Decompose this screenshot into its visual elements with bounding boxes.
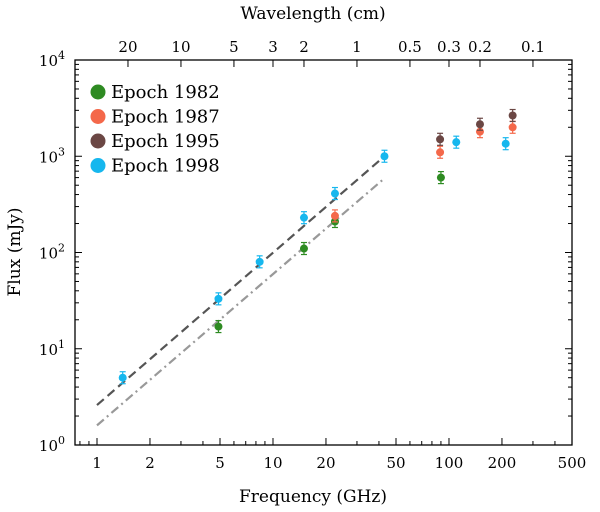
x-tick-label: 20 (316, 454, 335, 472)
top-tick-label: 3 (268, 38, 278, 56)
marker (214, 322, 223, 331)
x-tick-label: 200 (488, 454, 517, 472)
top-axis-title: Wavelength (cm) (240, 4, 385, 24)
point-epoch-1995 (436, 132, 445, 146)
top-tick-label: 20 (118, 38, 137, 56)
marker (330, 189, 339, 198)
marker (214, 294, 223, 303)
marker (436, 135, 445, 144)
marker (452, 138, 461, 147)
marker (436, 148, 445, 157)
x-axis-title: Frequency (GHz) (239, 487, 387, 507)
point-epoch-1987 (508, 120, 517, 134)
y-tick-label: 100 (39, 434, 65, 455)
point-epoch-1995 (508, 108, 517, 123)
marker (330, 211, 339, 220)
legend-label-epoch-1998: Epoch 1998 (111, 156, 220, 177)
marker (475, 120, 484, 129)
fit-line-dashed (96, 155, 386, 406)
top-tick-label: 0.3 (437, 38, 461, 56)
top-tick-label: 10 (171, 38, 190, 56)
x-tick-label: 5 (215, 454, 225, 472)
point-epoch-1998 (452, 135, 461, 149)
point-epoch-1998 (214, 292, 223, 306)
point-epoch-1998 (255, 255, 264, 269)
x-tick-label: 10 (263, 454, 282, 472)
point-epoch-1982 (214, 319, 223, 334)
legend-label-epoch-1982: Epoch 1982 (111, 82, 220, 103)
marker (299, 213, 308, 222)
top-tick-label: 0.2 (468, 38, 492, 56)
x-tick-label: 1 (92, 454, 102, 472)
legend-marker-epoch-1995 (90, 133, 106, 149)
y-tick-label: 101 (39, 338, 65, 359)
y-tick-label: 104 (39, 49, 65, 70)
marker (299, 244, 308, 253)
top-tick-label: 0.5 (398, 38, 422, 56)
top-tick-label: 1 (352, 38, 362, 56)
top-tick-label: 2 (299, 38, 309, 56)
point-epoch-1982 (299, 241, 308, 256)
legend-marker-epoch-1982 (90, 84, 106, 100)
data-points (118, 108, 517, 385)
fit-lines (96, 155, 386, 427)
legend: Epoch 1982 Epoch 1987 Epoch 1995 Epoch 1998 (90, 82, 220, 177)
x-tick-label: 100 (435, 454, 464, 472)
y-tick-label: 102 (39, 242, 65, 263)
x-tick-label: 50 (386, 454, 405, 472)
point-epoch-1998 (380, 149, 389, 163)
point-epoch-1987 (330, 209, 339, 223)
legend-marker-epoch-1987 (90, 109, 106, 124)
top-tick-label: 5 (229, 38, 239, 56)
legend-marker-epoch-1998 (90, 158, 106, 173)
marker (255, 257, 264, 266)
y-tick-label: 103 (39, 145, 65, 166)
legend-label-epoch-1995: Epoch 1995 (111, 131, 220, 152)
marker (501, 139, 510, 148)
point-epoch-1998 (501, 137, 510, 151)
point-epoch-1987 (436, 145, 445, 159)
axis-ticks: 1 2 5 10 20 50 100 200 500 20 10 5 3 2 1 0.5 0.3 0.2 0.1 10… (39, 38, 586, 472)
point-epoch-1998 (118, 371, 127, 385)
marker (118, 373, 127, 382)
top-tick-label: 0.1 (521, 38, 545, 56)
marker (436, 173, 445, 182)
x-tick-label: 2 (145, 454, 155, 472)
fit-line-dashdot (96, 177, 386, 427)
x-tick-label: 500 (558, 454, 587, 472)
point-epoch-1998 (330, 186, 339, 201)
point-epoch-1998 (299, 211, 308, 225)
legend-label-epoch-1987: Epoch 1987 (111, 107, 220, 128)
point-epoch-1995 (475, 117, 484, 131)
y-axis-title: Flux (mJy) (5, 208, 25, 297)
marker (380, 152, 389, 161)
marker (508, 123, 517, 132)
marker (508, 111, 517, 120)
point-epoch-1982 (436, 171, 445, 185)
